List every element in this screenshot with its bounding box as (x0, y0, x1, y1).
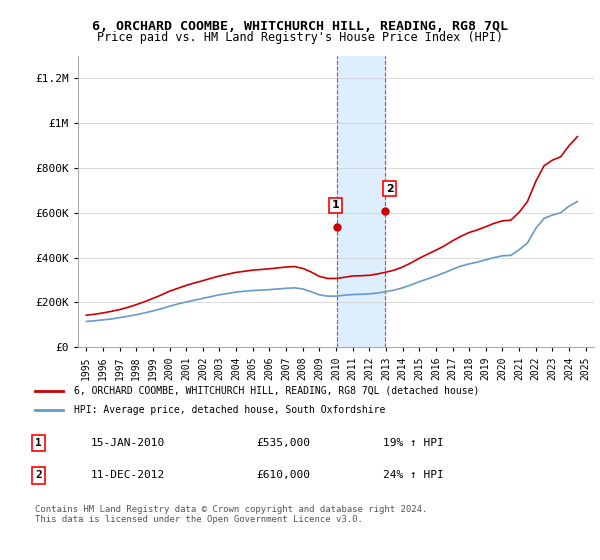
Text: 1: 1 (35, 438, 42, 448)
Bar (337, 56, 385, 347)
Text: Contains HM Land Registry data © Crown copyright and database right 2024.
This d: Contains HM Land Registry data © Crown c… (35, 505, 427, 524)
Text: 6, ORCHARD COOMBE, WHITCHURCH HILL, READING, RG8 7QL (detached house): 6, ORCHARD COOMBE, WHITCHURCH HILL, READ… (74, 385, 479, 395)
Text: Price paid vs. HM Land Registry's House Price Index (HPI): Price paid vs. HM Land Registry's House … (97, 31, 503, 44)
Text: HPI: Average price, detached house, South Oxfordshire: HPI: Average price, detached house, Sout… (74, 405, 385, 416)
Text: 15-JAN-2010: 15-JAN-2010 (90, 438, 164, 448)
Text: 1: 1 (332, 200, 340, 211)
Text: 6, ORCHARD COOMBE, WHITCHURCH HILL, READING, RG8 7QL: 6, ORCHARD COOMBE, WHITCHURCH HILL, READ… (92, 20, 508, 32)
Text: 11-DEC-2012: 11-DEC-2012 (90, 470, 164, 480)
Text: 19% ↑ HPI: 19% ↑ HPI (383, 438, 443, 448)
Text: 24% ↑ HPI: 24% ↑ HPI (383, 470, 443, 480)
Text: £610,000: £610,000 (256, 470, 310, 480)
Text: 2: 2 (35, 470, 42, 480)
Text: £535,000: £535,000 (256, 438, 310, 448)
Text: 2: 2 (386, 184, 394, 194)
